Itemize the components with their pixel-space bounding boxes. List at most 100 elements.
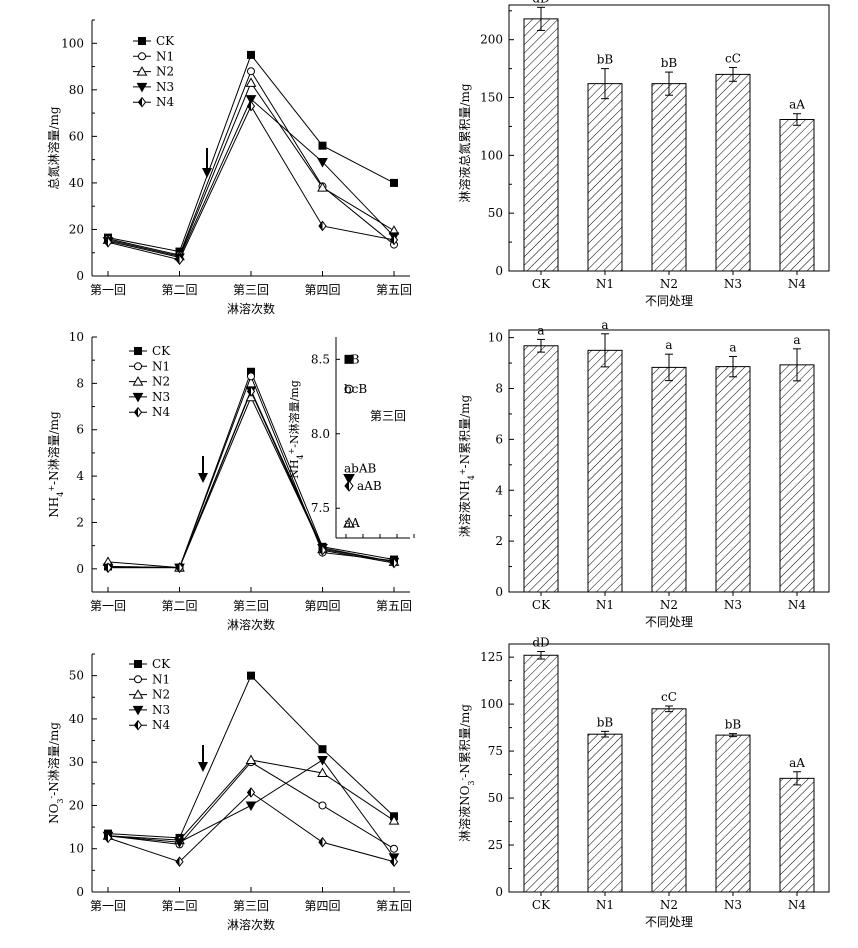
data-point-n4-half	[390, 235, 394, 245]
y-tick-label: 8	[495, 382, 503, 396]
application-arrow-head	[198, 762, 208, 772]
y-tick-label: 200	[480, 33, 503, 47]
y-tick-label: 100	[480, 697, 503, 711]
data-point-n4-half	[247, 386, 251, 396]
inset-y-tick-label: 8.0	[311, 427, 330, 441]
y-tick-label: 125	[480, 650, 503, 664]
y-tick-label: 75	[488, 744, 503, 758]
inset-marker	[343, 517, 355, 528]
y-axis-title: NO3--N淋溶量/mg	[46, 722, 65, 824]
bar-ck	[523, 654, 559, 893]
bar-n1	[587, 349, 623, 593]
legend-label: N2	[152, 688, 170, 702]
y-axis-title: 淋溶液总氮累积量/mg	[457, 83, 472, 202]
y-tick-label: 2	[76, 515, 84, 529]
legend-marker-ck	[134, 660, 142, 668]
data-point-n2	[317, 767, 328, 777]
bar-ck	[523, 18, 559, 272]
application-arrow	[198, 456, 208, 483]
legend-label: N2	[152, 375, 170, 389]
legend-marker-n4-half	[134, 720, 138, 730]
bar-n4	[779, 364, 815, 593]
inset-point-label: aAB	[357, 479, 382, 493]
legend-label: N4	[156, 95, 175, 109]
bar-n2	[651, 83, 687, 272]
bar-n2	[651, 708, 687, 893]
legend-marker-ck	[134, 347, 142, 355]
y-tick-label: 4	[76, 469, 84, 483]
data-point-n4	[246, 787, 256, 798]
data-point-n4-half	[104, 563, 108, 573]
significance-label: cC	[661, 690, 677, 704]
y-tick-label: 0	[76, 269, 84, 283]
x-tick-label: N1	[596, 277, 614, 291]
x-tick-label: N1	[596, 598, 614, 612]
inset-marker	[344, 480, 354, 492]
bar-chart-nh4-n: 0 2 4 6 8 10 a CK a N1 a N2 a N3 a N4 不同处理 淋溶液NH4+-N累积量/m…	[457, 318, 830, 629]
significance-label: aA	[789, 98, 805, 112]
significance-label: bB	[661, 56, 678, 70]
inset-point-label: aA	[344, 516, 360, 530]
data-point-n3	[317, 756, 328, 766]
data-point-ck	[390, 178, 398, 187]
x-tick-label: CK	[532, 598, 551, 612]
bar-chart-total-n: 0 50 100 150 200 dD CK bB N1 bB N2 cC N3 aA N4 不同处理 淋溶液总…	[457, 0, 830, 308]
x-tick-label: 第五回	[376, 899, 412, 913]
inset-marker	[343, 473, 355, 485]
y-tick-label: 2	[495, 534, 503, 548]
y-tick-label: 40	[69, 712, 84, 726]
y-tick-label: 150	[480, 91, 503, 105]
inset-point-label: cB	[344, 352, 360, 366]
x-tick-label: N2	[660, 598, 678, 612]
x-tick-label: N2	[660, 277, 678, 291]
significance-label: a	[537, 323, 544, 337]
legend-marker-n1	[138, 52, 146, 61]
x-tick-label: N4	[788, 598, 807, 612]
legend-label: CK	[152, 657, 171, 671]
x-tick-label: 第五回	[376, 599, 412, 613]
application-arrow-head	[198, 473, 208, 483]
y-tick-label: 10	[69, 330, 84, 344]
x-axis-title: 不同处理	[645, 294, 693, 308]
significance-label: dD	[532, 0, 549, 5]
y-tick-label: 100	[61, 36, 84, 50]
y-tick-label: 100	[480, 148, 503, 162]
application-arrow	[202, 148, 212, 178]
x-axis-title: 淋溶次数	[227, 301, 275, 316]
x-tick-label: N2	[660, 898, 678, 912]
significance-label: bB	[725, 718, 742, 732]
y-tick-label: 0	[76, 562, 84, 576]
legend-marker-n4	[133, 719, 143, 731]
data-point-ck	[318, 141, 327, 150]
x-tick-label: 第一回	[90, 599, 126, 613]
data-point-n4	[389, 856, 399, 868]
bar-n3	[715, 734, 751, 893]
x-tick-label: CK	[532, 277, 551, 291]
y-tick-label: 0	[495, 264, 503, 278]
x-tick-label: N4	[788, 898, 807, 912]
x-tick-label: 第二回	[161, 283, 197, 297]
y-tick-label: 50	[488, 206, 503, 220]
x-tick-label: 第一回	[90, 899, 126, 913]
data-point-n4-half	[390, 558, 394, 568]
data-point-n1	[318, 801, 327, 810]
data-point-ck	[318, 745, 327, 754]
data-point-n1	[390, 844, 398, 853]
legend-marker-n2	[136, 66, 148, 76]
legend-marker-n1	[134, 362, 142, 371]
y-tick-label: 0	[495, 885, 503, 899]
data-point-n4-half	[390, 857, 394, 867]
significance-label: a	[601, 318, 608, 332]
inset-marker	[344, 354, 354, 364]
legend-label: N1	[152, 672, 170, 686]
application-arrow	[198, 745, 208, 772]
legend-label: N1	[156, 49, 174, 63]
data-point-n4	[318, 220, 327, 232]
inset-y-axis-title: NH4+-N淋溶量/mg	[287, 380, 305, 479]
series-line-n4	[107, 105, 395, 261]
series-line-n3	[107, 98, 395, 258]
legend-marker-n4-half	[134, 407, 138, 417]
x-axis-title: 不同处理	[645, 915, 693, 929]
x-tick-label: 第四回	[304, 283, 340, 297]
